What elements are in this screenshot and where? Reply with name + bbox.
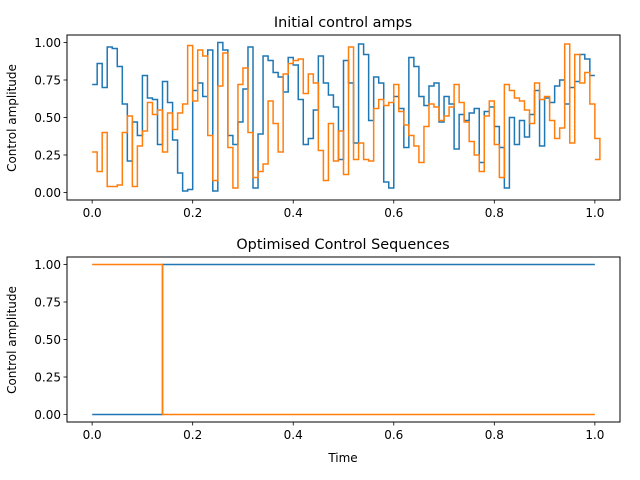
tick-group: 0.0 0.2 0.4 0.6 0.8 1.0 0.00 0.25 0.50 0.75 1.00 [34, 258, 604, 442]
chart-title: Optimised Control Sequences [236, 237, 449, 253]
series-group [92, 41, 601, 192]
y-axis-label: Control amplitude [5, 64, 19, 172]
plot-frame [66, 34, 621, 201]
series-line-1 [92, 263, 595, 416]
x-tick-label: 0.2 [183, 428, 202, 442]
y-tick-label: 0.00 [34, 408, 61, 422]
x-tick-label: 0.4 [284, 206, 303, 220]
y-tick-label: 0.25 [34, 148, 61, 162]
x-tick-label: 1.0 [585, 428, 604, 442]
x-tick-label: 1.0 [585, 206, 604, 220]
plot-frame [66, 256, 621, 423]
subplot-initial-control-amps: Initial control amps Control amplitude 0… [5, 15, 621, 220]
y-axis-label: Control amplitude [5, 286, 19, 394]
series-line-2 [92, 263, 595, 416]
tick-group: 0.0 0.2 0.4 0.6 0.8 1.0 0.00 0.25 0.50 0.75 1.00 [34, 36, 604, 220]
x-tick-label: 0.6 [384, 428, 403, 442]
subplot-optimised-control-sequences: Optimised Control Sequences Control ampl… [5, 237, 621, 465]
x-tick-label: 0.0 [83, 206, 102, 220]
x-tick-label: 0.0 [83, 428, 102, 442]
x-tick-label: 0.4 [284, 428, 303, 442]
y-tick-label: 0.75 [34, 295, 61, 309]
series-line-2 [92, 43, 601, 189]
y-tick-label: 0.00 [34, 186, 61, 200]
y-tick-label: 0.50 [34, 333, 61, 347]
y-tick-label: 0.25 [34, 370, 61, 384]
x-tick-label: 0.6 [384, 206, 403, 220]
series-line-1 [92, 41, 595, 192]
x-axis-label: Time [327, 451, 357, 465]
y-tick-label: 0.75 [34, 73, 61, 87]
y-tick-label: 1.00 [34, 258, 61, 272]
x-tick-label: 0.8 [485, 206, 504, 220]
y-tick-label: 1.00 [34, 36, 61, 50]
x-tick-label: 0.2 [183, 206, 202, 220]
chart-title: Initial control amps [274, 15, 412, 31]
x-tick-label: 0.8 [485, 428, 504, 442]
series-group [92, 263, 595, 416]
y-tick-label: 0.50 [34, 111, 61, 125]
